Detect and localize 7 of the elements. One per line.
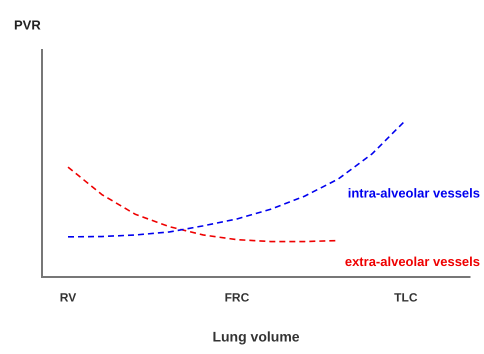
x-tick-label: FRC <box>224 290 250 304</box>
series-label: extra-alveolar vessels <box>344 254 480 270</box>
x-axis-title: Lung volume <box>212 328 300 344</box>
text: PVR <box>14 18 42 33</box>
series-label: intra-alveolar vessels <box>348 186 480 201</box>
x-tick-label: TLC <box>394 290 418 304</box>
x-tick-label: RV <box>60 290 76 304</box>
